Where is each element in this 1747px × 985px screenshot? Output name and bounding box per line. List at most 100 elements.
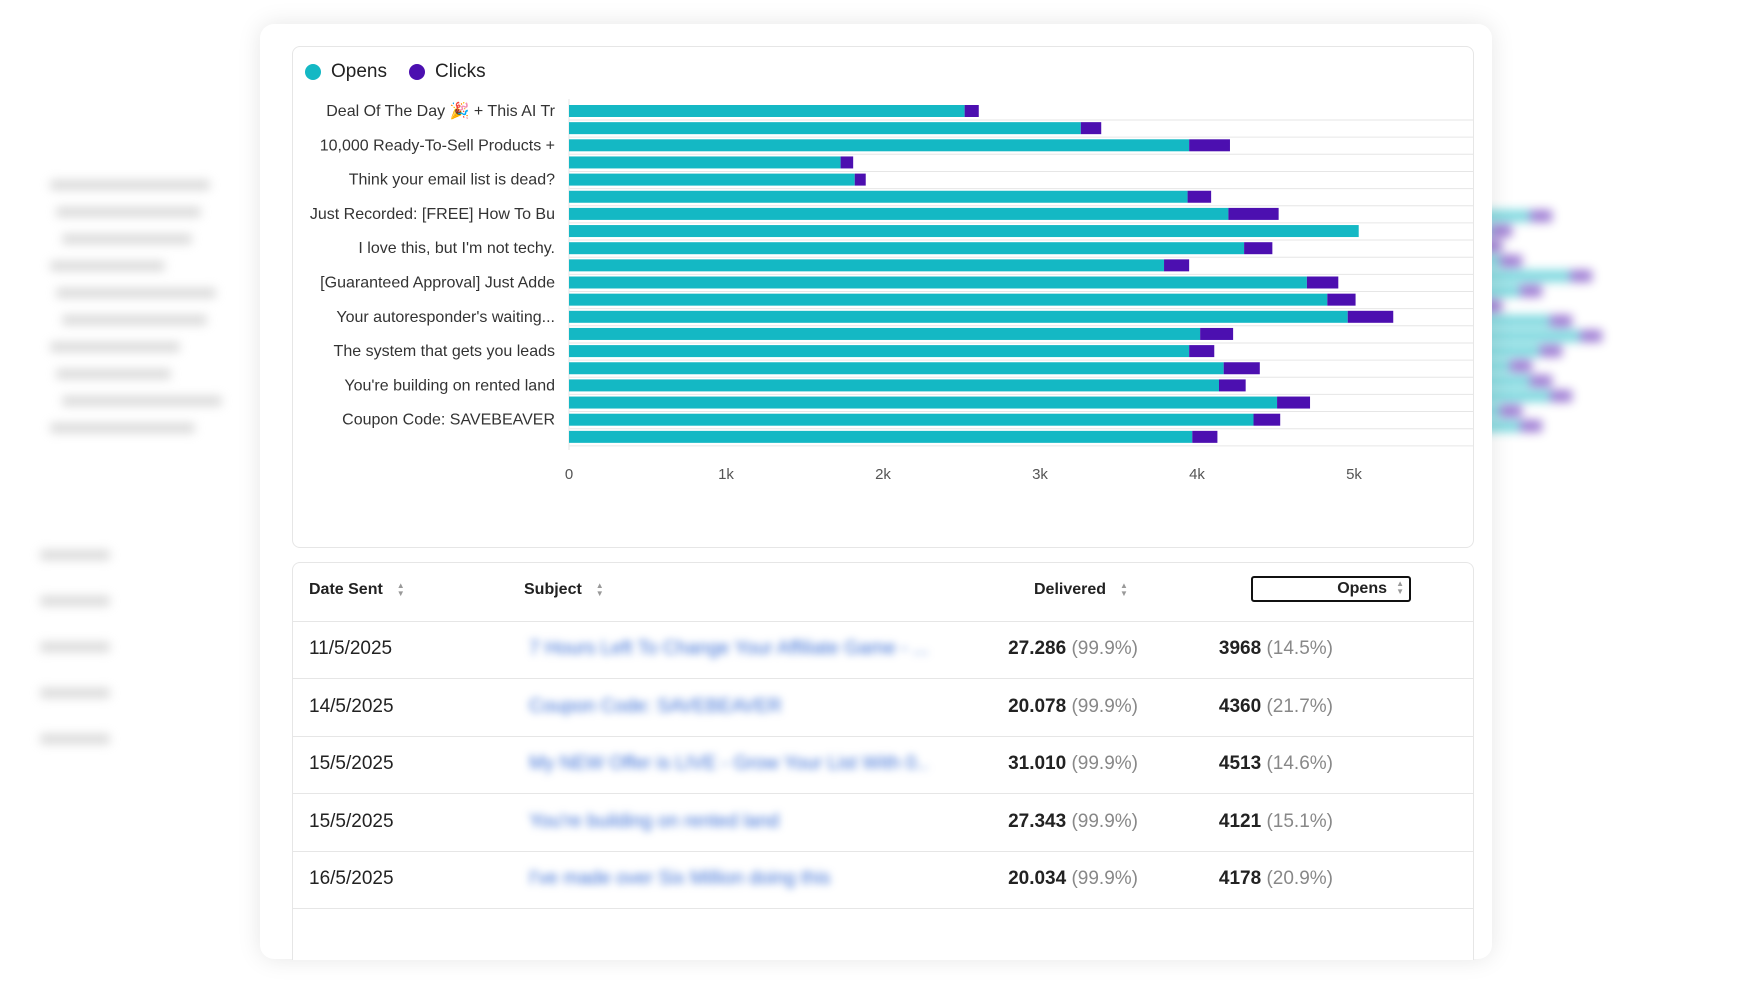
clicks-bar [964, 105, 979, 117]
col-header-subject[interactable]: Subject ▲ ▼ [524, 581, 604, 599]
clicks-bar [1192, 430, 1218, 443]
table-row[interactable]: 16/5/2025 I've made over Six Million doin… [293, 851, 1473, 909]
opens-count: 4360 [1218, 695, 1262, 717]
delivered-percent: (99.9%) [1071, 868, 1138, 889]
category-label: I love this, but I'm not techy. [358, 240, 555, 257]
blurred-line [56, 207, 201, 217]
opens-bar [569, 310, 1348, 323]
blurred-bar [1500, 405, 1522, 417]
opens-bar [569, 122, 1081, 135]
sort-icon[interactable]: ▲ ▼ [1120, 581, 1128, 598]
cell-delivered: 20.078 (99.9%) [938, 696, 1138, 718]
blurred-line [50, 423, 195, 433]
category-label: Your autoresponder's waiting... [336, 309, 555, 326]
opens-bar [569, 105, 965, 117]
legend-label-opens: Opens [331, 61, 387, 82]
cell-delivered: 27.286 (99.9%) [938, 638, 1138, 660]
cell-subject-link[interactable]: My NEW Offer is LIVE - Grow Your List Wi… [529, 753, 929, 774]
blurred-line [50, 342, 180, 352]
col-header-date-sent[interactable]: Date Sent ▲ ▼ [309, 581, 405, 599]
blurred-line [56, 369, 171, 379]
cell-date-sent: 16/5/2025 [309, 868, 394, 889]
blurred-bar [1530, 210, 1552, 222]
table-row[interactable]: 15/5/2025 My NEW Offer is LIVE - Grow You… [293, 736, 1473, 794]
cell-subject-link[interactable]: 7 Hours Left To Change Your Affiliate Ga… [529, 638, 929, 659]
clicks-bar [1223, 362, 1260, 375]
col-header-delivered[interactable]: Delivered ▲ ▼ [1034, 581, 1128, 599]
col-header-opens[interactable]: Opens ▲ ▼ [1251, 576, 1411, 602]
opens-percent: (15.1%) [1266, 810, 1333, 832]
delivered-percent: (99.9%) [1071, 695, 1138, 717]
cell-opens: 3968 (14.5%) [1133, 638, 1333, 660]
x-tick-label: 5k [1346, 466, 1362, 483]
opens-bar [569, 190, 1188, 203]
opens-bar [569, 379, 1219, 392]
blurred-line [62, 315, 207, 325]
cell-subject-link[interactable]: Coupon Code: SAVEBEAVER [529, 695, 782, 717]
clicks-bar [1164, 259, 1190, 272]
table-row[interactable]: 15/5/2025 You're building on rented land 2… [293, 794, 1473, 852]
blurred-line [40, 596, 110, 606]
col-label-subject: Subject [524, 581, 582, 598]
blurred-line [40, 642, 110, 652]
chart-legend: Opens Clicks [305, 61, 486, 83]
blurred-bar [1520, 285, 1542, 297]
blurred-line [50, 261, 165, 271]
opens-bar [569, 225, 1359, 238]
clicks-dot-icon [408, 64, 425, 80]
opens-bar [569, 207, 1229, 220]
chart-panel: Opens Clicks Deal Of The Day 🎉 + This AI… [292, 46, 1474, 548]
opens-bar [569, 413, 1254, 426]
category-label: 10,000 Ready-To-Sell Products + [320, 137, 555, 154]
legend-item-opens[interactable]: Opens [305, 61, 387, 83]
blurred-bar [1510, 360, 1532, 372]
background-blur-right [1460, 160, 1740, 860]
col-label-opens: Opens [1337, 580, 1387, 597]
x-tick-label: 0 [565, 466, 573, 483]
col-label-delivered: Delivered [1034, 581, 1107, 598]
blurred-line [40, 734, 110, 744]
table-row[interactable]: 11/5/2025 7 Hours Left To Change Your Aff… [293, 621, 1473, 679]
blurred-line [50, 180, 210, 190]
legend-item-clicks[interactable]: Clicks [408, 61, 486, 83]
category-label: The system that gets you leads [334, 343, 555, 360]
opens-percent: (20.9%) [1266, 868, 1333, 889]
cell-date-sent: 11/5/2025 [309, 638, 393, 659]
opens-bar [569, 430, 1193, 443]
delivered-percent: (99.9%) [1071, 638, 1138, 659]
blurred-line [56, 288, 216, 298]
clicks-bar [1080, 122, 1102, 135]
opens-bar [569, 139, 1190, 152]
cell-opens: 4178 (20.9%) [1133, 868, 1333, 890]
table-row[interactable]: 14/5/2025 Coupon Code: SAVEBEAVER 20.078 (… [293, 679, 1473, 737]
delivered-count: 20.078 [1008, 695, 1067, 717]
cell-delivered: 27.343 (99.9%) [938, 811, 1138, 833]
background-blur-left [20, 140, 290, 860]
delivered-percent: (99.9%) [1071, 753, 1138, 774]
blurred-line [40, 688, 110, 698]
cell-delivered: 31.010 (99.9%) [938, 753, 1138, 775]
opens-dot-icon [305, 64, 321, 80]
cell-opens: 4121 (15.1%) [1133, 811, 1333, 833]
sort-icon[interactable]: ▲ ▼ [396, 581, 405, 598]
cell-date-sent: 14/5/2025 [309, 695, 394, 717]
cell-subject-link[interactable]: I've made over Six Million doing this [529, 868, 831, 889]
clicks-bar [1189, 139, 1230, 152]
clicks-bar [1277, 396, 1311, 409]
blurred-line [62, 396, 222, 406]
sort-icon[interactable]: ▲ ▼ [595, 581, 604, 598]
campaign-table: Date Sent ▲ ▼ Subject ▲ ▼ Delivered ▲ ▼ Ope… [292, 562, 1474, 960]
clicks-bar [1218, 379, 1246, 392]
col-label-date: Date Sent [309, 581, 383, 598]
delivered-count: 20.034 [1008, 868, 1067, 889]
blurred-bar [1490, 225, 1512, 237]
clicks-bar [1253, 413, 1281, 426]
opens-count: 4178 [1218, 868, 1262, 889]
blurred-bar [1570, 270, 1592, 282]
opens-bar [569, 362, 1224, 375]
clicks-bar [1244, 242, 1273, 255]
sort-icon[interactable]: ▲ ▼ [1396, 579, 1404, 596]
clicks-bar [1228, 207, 1279, 220]
cell-subject-link[interactable]: You're building on rented land [529, 810, 780, 832]
clicks-bar [854, 173, 866, 186]
